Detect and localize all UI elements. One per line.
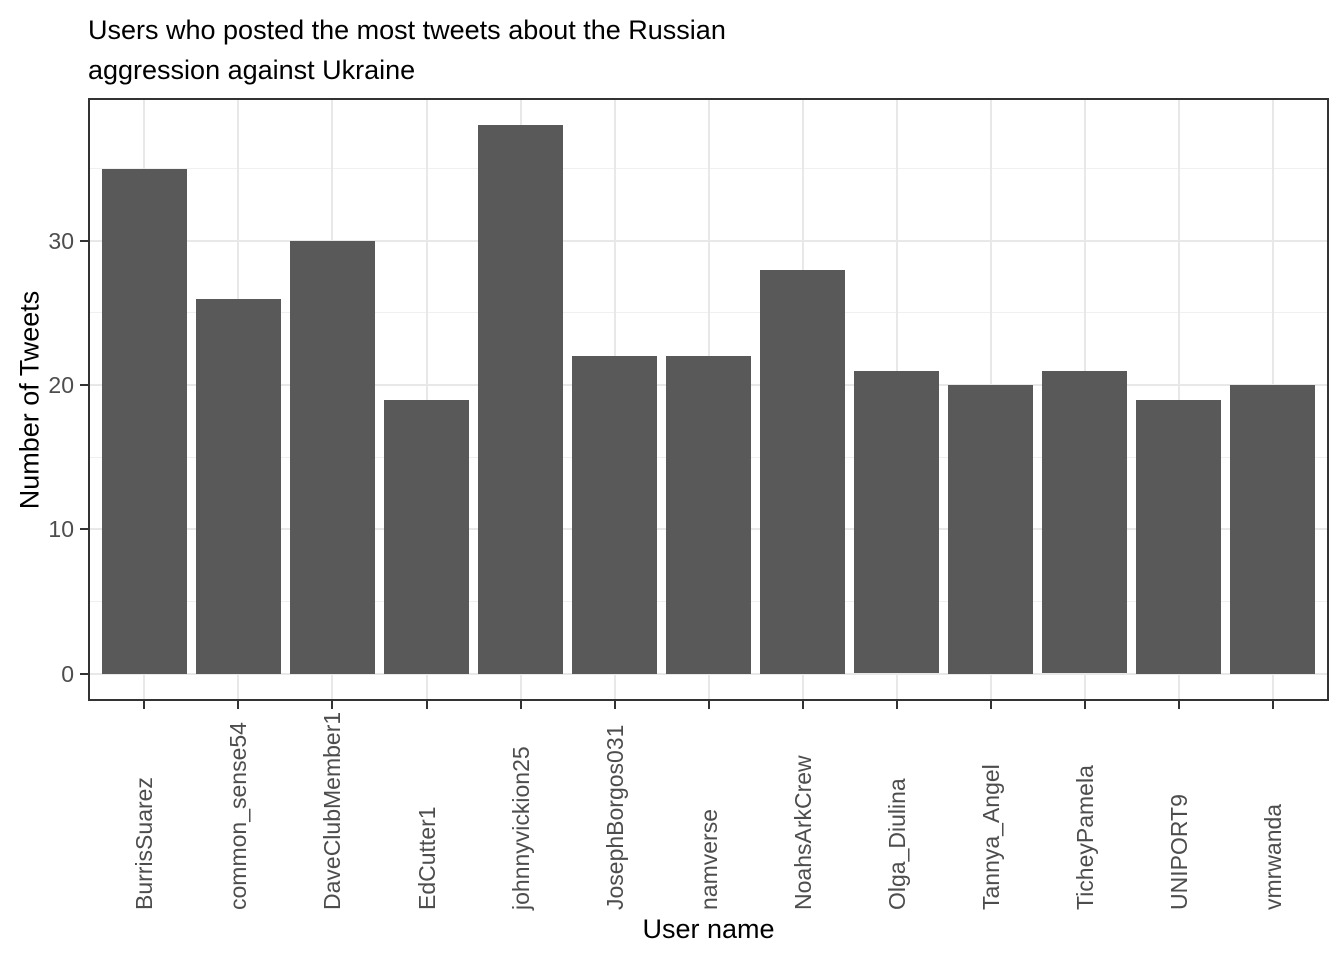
chart-title-line-1: Users who posted the most tweets about t… (88, 15, 726, 45)
x-tick-label-JosephBorgos031: JosephBorgos031 (601, 724, 628, 910)
x-tick-label-EdCutter1: EdCutter1 (413, 806, 440, 910)
y-tick-mark-0 (80, 672, 88, 675)
x-tick-mark-Olga_Diulina (895, 701, 898, 709)
y-tick-mark-10 (80, 528, 88, 531)
y-tick-mark-30 (80, 239, 88, 242)
x-tick-label-UNIPORT9: UNIPORT9 (1165, 794, 1192, 910)
chart-title-line-2: aggression against Ukraine (88, 55, 416, 85)
x-tick-label-Tannya_Angel: Tannya_Angel (977, 764, 1004, 910)
bar-NoahsArkCrew (760, 269, 845, 674)
bar-namverse (666, 356, 751, 674)
bar-vmrwanda (1230, 385, 1315, 674)
x-tick-label-johnnyvickion25: johnnyvickion25 (507, 746, 534, 910)
x-tick-label-BurrisSuarez: BurrisSuarez (131, 777, 158, 910)
x-tick-label-TicheyPamela: TicheyPamela (1071, 765, 1098, 910)
bar-DaveClubMember1 (290, 240, 375, 674)
y-tick-mark-20 (80, 384, 88, 387)
bar-Olga_Diulina (854, 370, 939, 674)
x-tick-mark-Tannya_Angel (989, 701, 992, 709)
bar-common_sense54 (196, 298, 281, 674)
x-tick-mark-EdCutter1 (425, 701, 428, 709)
x-tick-label-NoahsArkCrew: NoahsArkCrew (789, 755, 816, 910)
y-tick-label-0: 0 (61, 660, 74, 687)
y-axis-title: Number of Tweets (14, 290, 45, 510)
x-axis-title: User name (642, 914, 775, 944)
x-tick-mark-TicheyPamela (1083, 701, 1086, 709)
bar-EdCutter1 (384, 399, 469, 674)
bar-TicheyPamela (1042, 370, 1127, 674)
x-tick-label-vmrwanda: vmrwanda (1259, 803, 1286, 910)
bar-JosephBorgos031 (572, 356, 657, 674)
x-tick-mark-namverse (707, 701, 710, 709)
x-tick-mark-NoahsArkCrew (801, 701, 804, 709)
x-tick-mark-vmrwanda (1271, 701, 1274, 709)
x-tick-mark-BurrisSuarez (143, 701, 146, 709)
x-tick-label-common_sense54: common_sense54 (225, 722, 252, 910)
x-tick-mark-johnnyvickion25 (519, 701, 522, 709)
x-tick-mark-common_sense54 (237, 701, 240, 709)
chart-title: Users who posted the most tweets about t… (88, 10, 726, 90)
bar-Tannya_Angel (948, 385, 1033, 674)
x-tick-mark-UNIPORT9 (1177, 701, 1180, 709)
x-tick-mark-DaveClubMember1 (331, 701, 334, 709)
y-tick-label-30: 30 (48, 227, 74, 254)
x-tick-mark-JosephBorgos031 (613, 701, 616, 709)
x-tick-label-DaveClubMember1: DaveClubMember1 (319, 711, 346, 910)
x-tick-label-Olga_Diulina: Olga_Diulina (883, 778, 910, 910)
bar-BurrisSuarez (102, 168, 187, 674)
y-tick-label-20: 20 (48, 372, 74, 399)
y-tick-label-10: 10 (48, 516, 74, 543)
bar-UNIPORT9 (1136, 399, 1221, 674)
bar-johnnyvickion25 (478, 125, 563, 674)
x-tick-label-namverse: namverse (695, 809, 722, 910)
